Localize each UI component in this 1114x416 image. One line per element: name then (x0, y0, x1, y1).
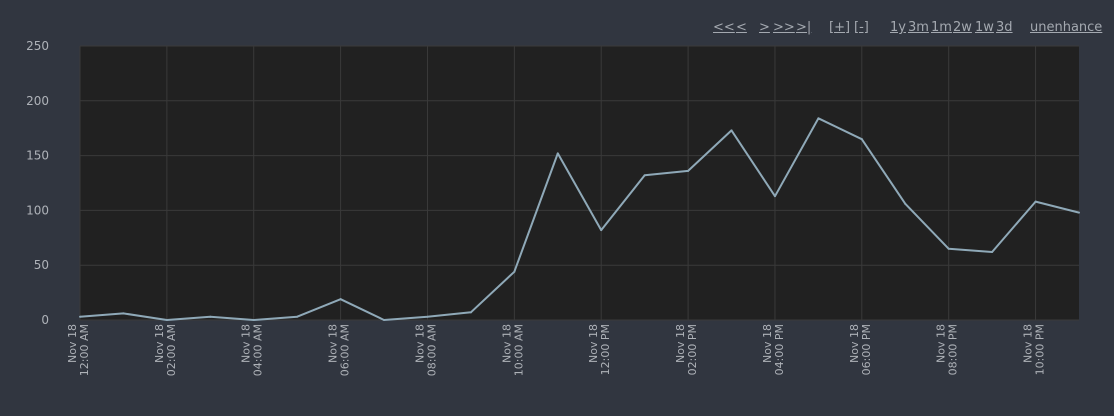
x-tick-label-time: 08:00 AM (425, 324, 438, 376)
range-3d-button[interactable]: 3d (996, 20, 1013, 35)
data-point (383, 319, 386, 321)
x-tick-label: Nov 18 12:00 AM (66, 324, 91, 376)
x-tick-label-time: 02:00 PM (686, 324, 699, 375)
x-tick-label: Nov 18 10:00 PM (1022, 324, 1047, 375)
x-tick-label-time: 08:00 PM (947, 324, 960, 375)
data-point (122, 312, 125, 315)
data-point (252, 319, 255, 321)
data-point (904, 202, 907, 205)
data-point (513, 270, 516, 273)
data-point (643, 174, 646, 177)
x-tick-label-date: Nov 18 (587, 324, 600, 363)
data-point (296, 315, 299, 318)
data-point (1034, 200, 1037, 203)
x-tick-label-date: Nov 18 (935, 324, 948, 363)
data-point (730, 129, 733, 132)
unenhance-button[interactable]: unenhance (1030, 20, 1103, 35)
x-tick-label: Nov 18 04:00 PM (761, 324, 786, 375)
x-tick-label-date: Nov 18 (66, 324, 79, 363)
data-point (79, 315, 81, 318)
x-tick-label-time: 04:00 PM (773, 324, 786, 375)
nav-next-page-button[interactable]: >> (773, 20, 795, 35)
x-tick-label: Nov 18 04:00 AM (240, 324, 265, 376)
plot-area (80, 46, 1079, 320)
x-tick-label-date: Nov 18 (240, 324, 253, 363)
data-point (426, 315, 429, 318)
nav-first-button[interactable]: << (713, 20, 735, 35)
x-tick-label-date: Nov 18 (848, 324, 861, 363)
y-tick-label: 0 (41, 313, 49, 327)
data-point (209, 315, 212, 318)
zoom-in-button[interactable]: [+] (829, 20, 851, 35)
data-point (817, 117, 820, 120)
x-tick-label-date: Nov 18 (1022, 324, 1035, 363)
x-tick-label-date: Nov 18 (500, 324, 513, 363)
x-tick-label-date: Nov 18 (761, 324, 774, 363)
x-tick-label-time: 10:00 AM (512, 324, 525, 376)
x-tick-label-time: 06:00 AM (339, 324, 352, 376)
x-tick-label-date: Nov 18 (413, 324, 426, 363)
data-point (165, 319, 168, 321)
y-tick-label: 150 (26, 149, 49, 163)
series-line (79, 117, 1080, 321)
range-1w-button[interactable]: 1w (975, 20, 994, 35)
data-point (1078, 211, 1080, 214)
data-point (600, 229, 603, 232)
x-tick-label-time: 06:00 PM (860, 324, 873, 375)
range-1m-button[interactable]: 1m (931, 20, 952, 35)
x-tick-label-time: 10:00 PM (1034, 324, 1047, 375)
x-tick-label-time: 12:00 PM (599, 324, 612, 375)
data-point (947, 247, 950, 250)
x-tick-label-date: Nov 18 (674, 324, 687, 363)
x-tick-label: Nov 18 06:00 PM (848, 324, 873, 375)
gridlines (79, 45, 1079, 321)
x-tick-label: Nov 18 02:00 PM (674, 324, 699, 375)
nav-last-button[interactable]: >| (796, 20, 812, 35)
x-tick-label: Nov 18 12:00 PM (587, 324, 612, 375)
series-group (79, 117, 1080, 321)
x-tick-label-date: Nov 18 (153, 324, 166, 363)
zoom-out-button[interactable]: [-] (854, 20, 869, 35)
x-axis: Nov 18 12:00 AM Nov 18 02:00 AM Nov 18 04:00 … (66, 324, 1047, 376)
range-3m-button[interactable]: 3m (908, 20, 929, 35)
x-tick-label-date: Nov 18 (327, 324, 340, 363)
y-tick-label: 250 (26, 39, 49, 53)
data-point (687, 169, 690, 172)
data-point (339, 298, 342, 301)
data-point (860, 138, 863, 141)
x-tick-label-time: 02:00 AM (165, 324, 178, 376)
x-tick-label: Nov 18 08:00 PM (935, 324, 960, 375)
x-tick-label: Nov 18 08:00 AM (413, 324, 438, 376)
nav-next-button[interactable]: > (759, 20, 770, 35)
nav-prev-button[interactable]: < (736, 20, 747, 35)
x-tick-label: Nov 18 10:00 AM (500, 324, 525, 376)
data-point (469, 311, 472, 314)
y-tick-label: 100 (26, 203, 49, 217)
x-tick-label-time: 12:00 AM (78, 324, 91, 376)
x-tick-label: Nov 18 06:00 AM (327, 324, 352, 376)
x-tick-label: Nov 18 02:00 AM (153, 324, 178, 376)
x-tick-label-time: 04:00 AM (252, 324, 265, 376)
data-point (991, 251, 994, 254)
data-point (773, 195, 776, 198)
y-axis: 0 50 100 150 200 250 (26, 39, 49, 327)
chart-navigation: << < > >> >| [+] [-] 1y 3m 1m 2w 1w 3d u… (0, 20, 1114, 38)
y-tick-label: 200 (26, 94, 49, 108)
data-point (556, 152, 559, 155)
range-1y-button[interactable]: 1y (890, 20, 906, 35)
range-2w-button[interactable]: 2w (953, 20, 972, 35)
y-tick-label: 50 (34, 258, 49, 272)
